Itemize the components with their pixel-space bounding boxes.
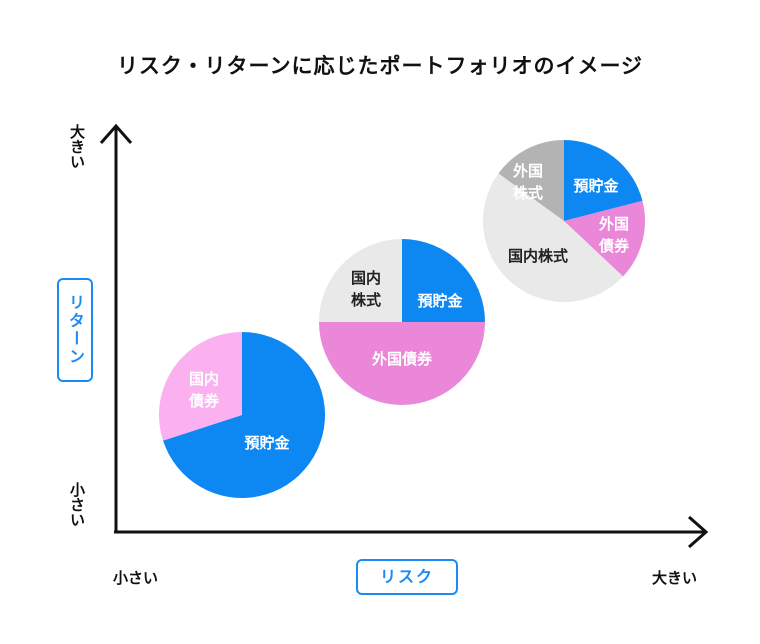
portfolio-pie-1: 預貯金 国内債券	[158, 332, 325, 498]
pie-slice-label: 外国株式	[512, 162, 543, 202]
pie-slice	[319, 239, 402, 322]
pie-slice	[163, 332, 325, 498]
pie-slice-label: 外国債券	[598, 215, 630, 255]
x-axis-high-label: 大きい	[652, 569, 698, 587]
pie-slice-label: 国内株式	[508, 247, 568, 265]
x-axis	[114, 515, 709, 549]
pie-slice-label: 預貯金	[573, 177, 619, 195]
pie-slice	[498, 140, 564, 221]
x-axis-low-label: 小さい	[113, 569, 159, 587]
pie-slice-label: 預貯金	[244, 434, 290, 452]
pie-slice-label: 預貯金	[417, 292, 463, 310]
pie-slice	[564, 200, 646, 277]
pie-slice	[158, 332, 242, 441]
page-title: リスク・リターンに応じたポートフォリオのイメージ	[116, 54, 644, 78]
pie-slice	[319, 322, 485, 405]
pie-slice	[402, 239, 485, 322]
x-axis-title-badge: リスク	[356, 559, 458, 595]
y-axis-high-label: 大きい	[68, 124, 86, 169]
pie-slice-label: 国内債券	[188, 370, 220, 410]
pie-slice-label: 外国債券	[371, 350, 433, 368]
pie-slice-label: 国内株式	[351, 269, 381, 309]
y-axis	[99, 123, 133, 532]
y-axis-low-label: 小さい	[68, 482, 86, 527]
pie-slice	[482, 173, 624, 303]
y-axis-title-badge: リターン	[57, 278, 93, 382]
pie-slice	[564, 140, 643, 221]
